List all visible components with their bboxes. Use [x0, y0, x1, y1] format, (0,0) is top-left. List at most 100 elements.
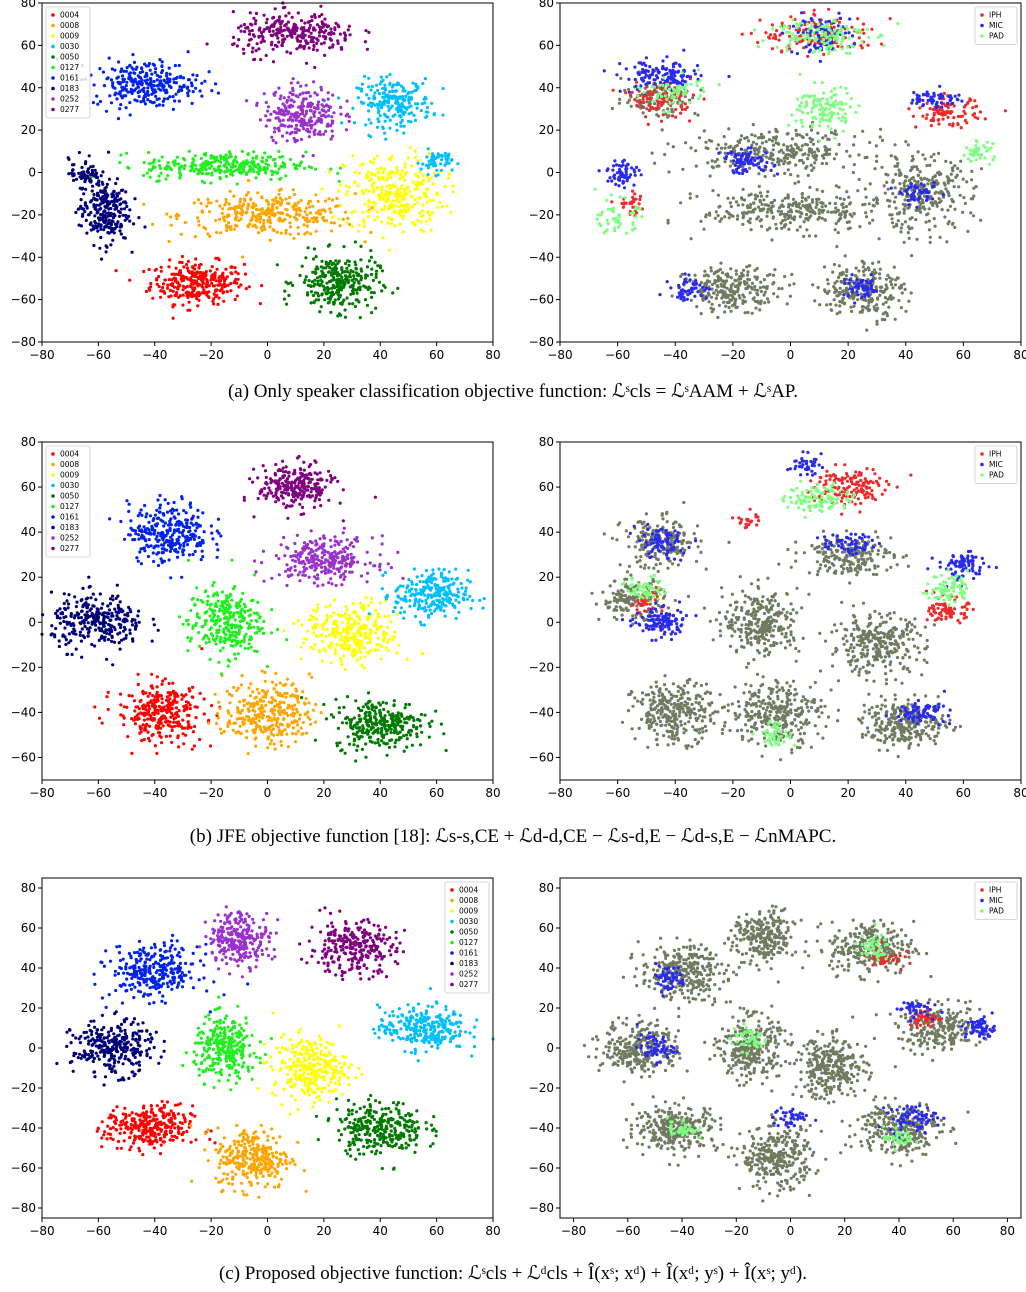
point-0277: [324, 23, 328, 27]
point-mixed: [864, 195, 868, 199]
point-0127: [142, 173, 146, 177]
point-0127: [210, 171, 214, 175]
point-0004: [210, 275, 214, 279]
point-0009: [393, 224, 397, 228]
point-mixed: [942, 181, 946, 185]
point-0004: [229, 271, 233, 275]
point-mixed: [877, 260, 881, 264]
point-mixed: [714, 288, 718, 292]
legend-label: 0009: [60, 32, 79, 41]
point-0008: [250, 205, 254, 209]
point-mixed: [736, 203, 740, 207]
point-mixed: [618, 97, 622, 101]
point-0183: [100, 212, 104, 216]
point-mixed: [953, 164, 957, 168]
point-mixed: [723, 215, 727, 219]
point-0161: [186, 50, 190, 54]
point-mixed: [817, 211, 821, 216]
legend-marker: [51, 34, 55, 38]
point-0008: [292, 236, 296, 240]
point-IPH: [1003, 109, 1008, 113]
point-0252: [300, 112, 305, 116]
point-mixed: [812, 166, 816, 170]
point-0004: [207, 290, 211, 294]
point-0050: [369, 272, 374, 277]
point-0277: [275, 28, 279, 32]
point-0008: [232, 227, 236, 231]
point-0008: [317, 209, 321, 213]
point-0183: [104, 250, 108, 254]
point-0277: [260, 31, 264, 35]
point-mixed: [750, 311, 754, 315]
point-0127: [155, 179, 159, 183]
point-mixed: [937, 170, 941, 174]
point-0008: [295, 209, 299, 213]
point-0161: [121, 77, 125, 81]
point-mixed: [709, 266, 713, 270]
point-0030: [421, 81, 425, 86]
point-0004: [175, 280, 179, 285]
point-0008: [279, 231, 283, 235]
point-mixed: [666, 221, 670, 225]
point-0252: [324, 129, 328, 133]
point-0161: [106, 76, 110, 80]
point-0004: [185, 263, 189, 267]
point-0161: [154, 90, 158, 94]
point-0161: [102, 84, 106, 88]
point-0252: [290, 112, 294, 116]
point-0008: [223, 219, 227, 223]
point-0050: [391, 291, 395, 295]
point-0127: [215, 168, 219, 172]
point-mixed: [929, 155, 933, 159]
point-0183: [101, 170, 105, 174]
point-IPH: [651, 92, 655, 97]
point-0009: [432, 171, 436, 175]
point-mixed: [765, 228, 770, 232]
point-0127: [157, 159, 161, 163]
point-mixed: [774, 135, 779, 139]
point-0127: [153, 165, 157, 169]
point-MIC: [661, 65, 665, 69]
point-mixed: [751, 140, 756, 144]
point-mixed: [779, 148, 784, 152]
point-mixed: [832, 132, 836, 136]
point-0252: [344, 114, 348, 118]
point-0277: [252, 16, 256, 20]
point-0252: [313, 91, 317, 95]
point-0277: [299, 19, 304, 23]
point-0277: [235, 44, 239, 48]
point-mixed: [894, 172, 898, 176]
point-0008: [227, 221, 231, 225]
point-0277: [311, 28, 316, 32]
point-0030: [404, 94, 408, 98]
point-mixed: [794, 128, 798, 132]
point-0030: [424, 163, 428, 167]
point-0277: [248, 29, 252, 33]
point-mixed: [845, 268, 849, 272]
point-0009: [380, 208, 384, 212]
point-mixed: [814, 158, 818, 162]
point-0008: [278, 216, 282, 220]
point-IPH: [632, 197, 636, 201]
point-mixed: [827, 289, 831, 293]
point-0127: [178, 174, 182, 178]
point-0009: [436, 205, 440, 209]
point-mixed: [777, 142, 781, 146]
point-0008: [289, 225, 293, 229]
point-mixed: [937, 151, 941, 155]
point-mixed: [789, 144, 793, 148]
point-IPH: [779, 50, 784, 54]
point-mixed: [835, 195, 839, 199]
point-0009: [380, 185, 384, 189]
point-0127: [264, 171, 268, 175]
point-0252: [266, 118, 270, 122]
point-mixed: [907, 227, 912, 231]
point-mixed: [731, 296, 735, 300]
point-0030: [425, 114, 429, 118]
point-0004: [214, 279, 218, 283]
point-0050: [354, 263, 358, 267]
point-0030: [384, 114, 388, 118]
point-0008: [228, 189, 232, 193]
point-0008: [301, 215, 305, 219]
point-0252: [317, 100, 321, 104]
